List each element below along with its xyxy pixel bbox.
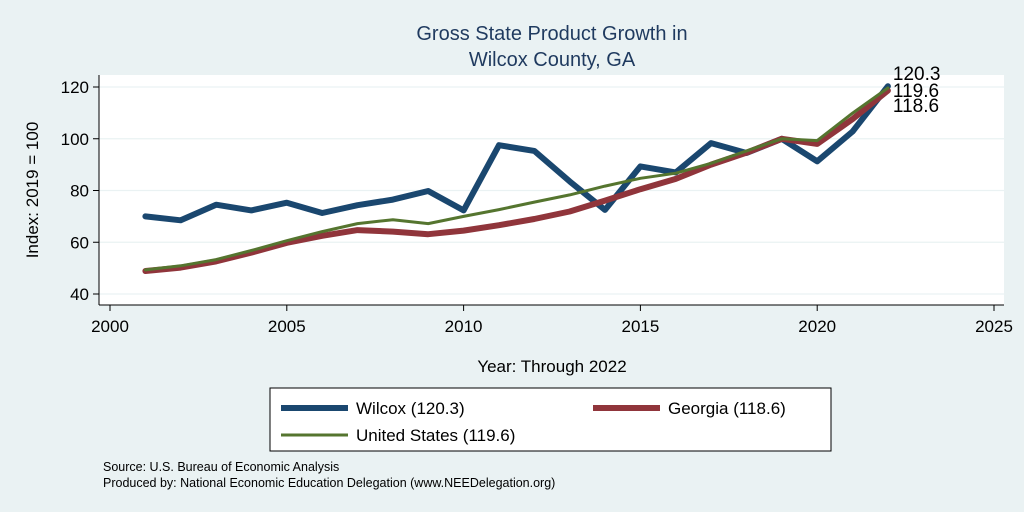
end-label-wilcox: 120.3	[893, 64, 941, 85]
y-tick-label-80: 80	[70, 182, 89, 201]
series-line-united-states	[143, 86, 890, 272]
legend-label-georgia: Georgia (118.6)	[668, 399, 786, 418]
x-tick-label-2015: 2015	[621, 317, 659, 336]
x-tick-label-2020: 2020	[798, 317, 836, 336]
legend-box	[269, 387, 832, 452]
axes	[93, 75, 1004, 311]
legend-label-united-states: United States (119.6)	[356, 426, 515, 445]
end-label-georgia: 118.6	[893, 96, 939, 117]
chart-title-line-2: Wilcox County, GA	[469, 49, 636, 71]
grid-lines	[99, 86, 1004, 295]
source-note: Source: U.S. Bureau of Economic Analysis	[103, 460, 339, 474]
y-tick-label-60: 60	[70, 233, 89, 252]
y-tick-label-120: 120	[61, 78, 89, 97]
x-tick-label-2025: 2025	[975, 317, 1013, 336]
x-tick-label-2010: 2010	[445, 317, 483, 336]
legend: Wilcox (120.3) Georgia (118.6) United St…	[269, 387, 832, 452]
end-label-united-states: 119.6	[893, 81, 939, 102]
x-axis-title: Year: Through 2022	[477, 357, 626, 376]
series-lines	[142, 83, 891, 274]
chart-title-line-1: Gross State Product Growth in	[416, 23, 687, 45]
y-axis-title: Index: 2019 = 100	[23, 122, 42, 259]
y-tick-label-100: 100	[61, 130, 89, 149]
producer-note: Produced by: National Economic Education…	[103, 476, 555, 490]
x-tick-label-2005: 2005	[268, 317, 306, 336]
x-tick-label-2000: 2000	[91, 317, 129, 336]
y-tick-label-40: 40	[70, 285, 89, 304]
legend-label-wilcox: Wilcox (120.3)	[356, 399, 465, 418]
tick-labels: 40 60 80 100 120 2000 2005 2010 2015 2020 2025	[61, 78, 1013, 336]
